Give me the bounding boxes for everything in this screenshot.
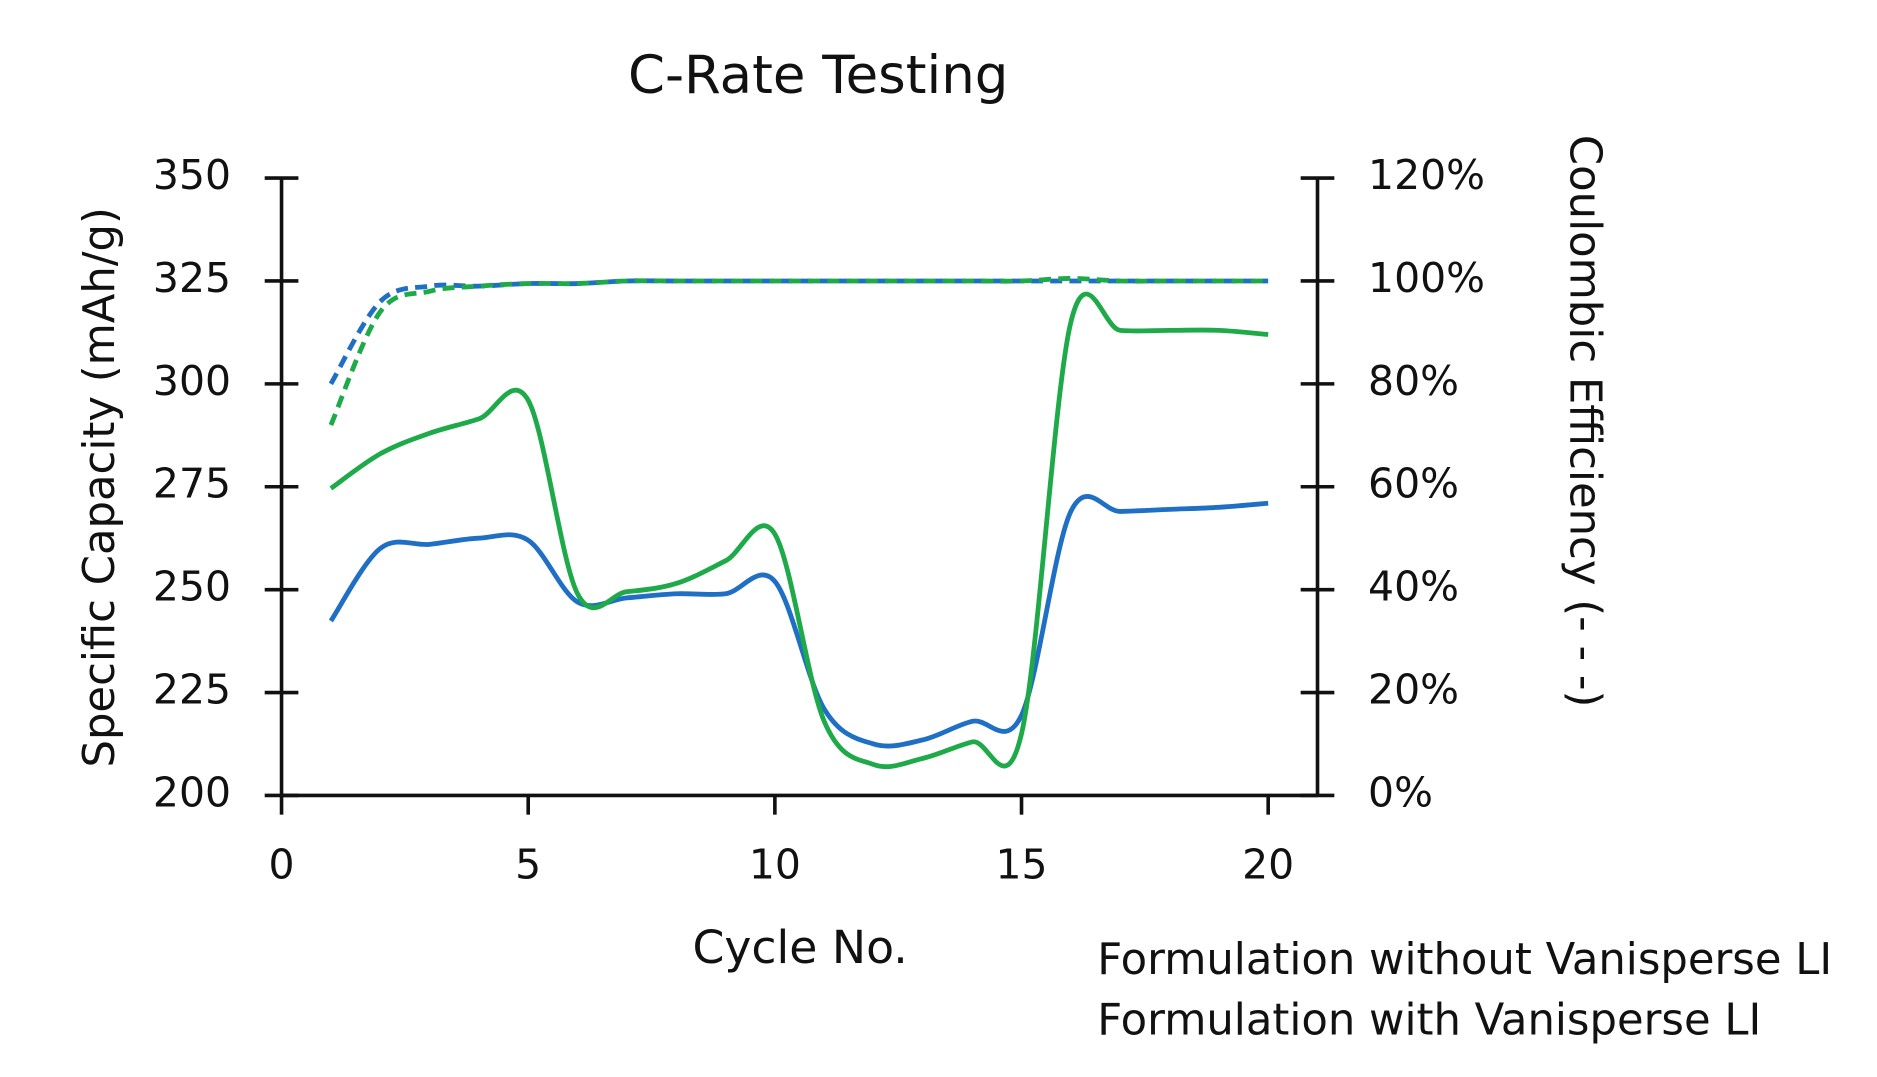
y-tick-label: 350 [153,151,231,199]
x-tick-label: 5 [515,841,541,889]
x-axis-label: Cycle No. [692,921,907,974]
legend-label: Formulation without Vanisperse LI [1097,935,1832,985]
y-axis-label: Specific Capacity (mAh/g) [75,207,125,767]
y2-tick-label: 0% [1368,768,1433,816]
capacity-line [329,291,1269,770]
y2-axis-label: Coulombic Efficiency (- - -) [1560,135,1610,707]
x-tick-label: 20 [1242,841,1294,889]
y-tick-label: 275 [153,460,231,508]
y2-tick-label: 80% [1368,357,1459,405]
y2-tick-label: 60% [1368,460,1459,508]
y-tick-label: 250 [153,563,231,611]
x-tick-label: 10 [749,841,801,889]
y-tick-label: 225 [153,666,231,714]
y-tick-label: 200 [153,768,231,816]
y2-tick-label: 20% [1368,666,1459,714]
legend-label: Formulation with Vanisperse LI [1097,995,1761,1045]
y2-tick-label: 120% [1368,151,1485,199]
efficiency-line [328,278,1269,386]
y2-tick-label: 100% [1368,254,1485,302]
x-tick-label: 0 [269,841,295,889]
y2-tick-label: 40% [1368,563,1459,611]
efficiency-line [328,276,1269,426]
x-tick-label: 15 [995,841,1047,889]
chart-title: C-Rate Testing [628,45,1008,106]
y-tick-label: 325 [153,254,231,302]
y-tick-label: 300 [153,357,231,405]
